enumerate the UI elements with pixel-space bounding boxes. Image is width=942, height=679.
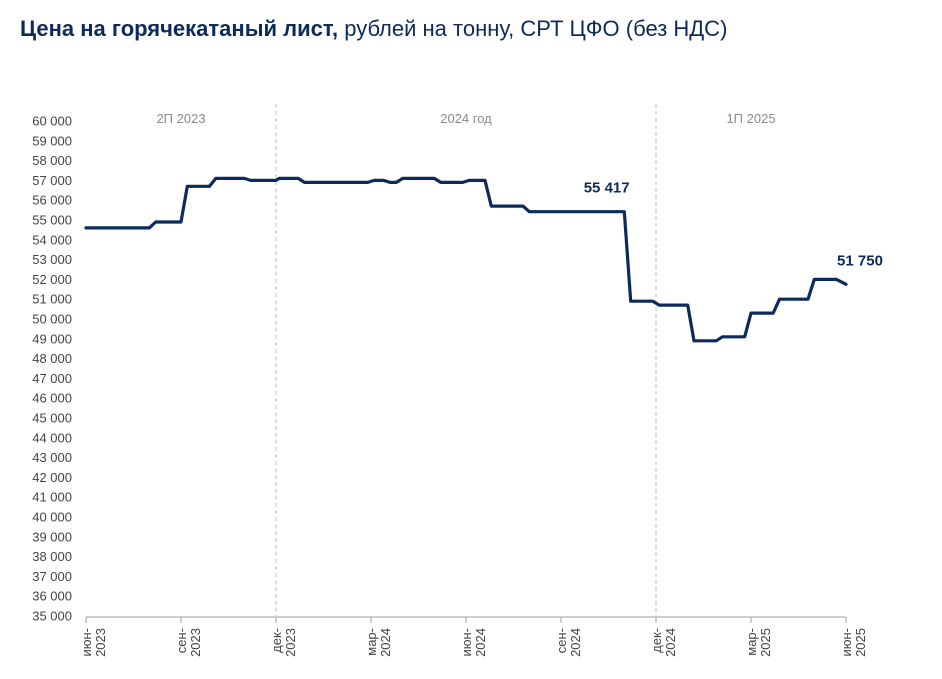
y-tick-label: 44 000 bbox=[32, 430, 72, 445]
y-tick-label: 54 000 bbox=[32, 232, 72, 247]
period-labels: 2П 2023 2024 год 1П 2025 bbox=[156, 111, 775, 126]
y-tick-label: 42 000 bbox=[32, 470, 72, 485]
x-tick-label: дек-2023 bbox=[269, 628, 298, 657]
y-tick-label: 51 000 bbox=[32, 292, 72, 307]
y-tick-label: 37 000 bbox=[32, 569, 72, 584]
data-label: 51 750 bbox=[837, 252, 883, 269]
x-tick-label: июн-2024 bbox=[459, 628, 488, 657]
x-tick-label: сен-2024 bbox=[554, 628, 583, 657]
chart-title-bold: Цена на горячекатаный лист, bbox=[20, 16, 339, 41]
y-tick-label: 35 000 bbox=[32, 609, 72, 624]
y-tick-label: 58 000 bbox=[32, 153, 72, 168]
y-tick-label: 48 000 bbox=[32, 351, 72, 366]
y-tick-label: 60 000 bbox=[32, 114, 72, 129]
y-tick-label: 43 000 bbox=[32, 450, 72, 465]
y-tick-label: 52 000 bbox=[32, 272, 72, 287]
x-tick-label: июн-2025 bbox=[839, 628, 868, 657]
y-tick-label: 59 000 bbox=[32, 133, 72, 148]
x-tick-label: мар-2024 bbox=[364, 628, 393, 657]
y-tick-label: 57 000 bbox=[32, 173, 72, 188]
series-layer bbox=[84, 176, 848, 343]
y-tick-label: 41 000 bbox=[32, 490, 72, 505]
x-tick-label: июн-2023 bbox=[79, 628, 108, 657]
y-tick-label: 53 000 bbox=[32, 252, 72, 267]
y-tick-label: 55 000 bbox=[32, 213, 72, 228]
y-tick-label: 40 000 bbox=[32, 510, 72, 525]
period-label: 1П 2025 bbox=[726, 111, 775, 126]
period-dividers bbox=[275, 104, 657, 616]
y-tick-label: 38 000 bbox=[32, 549, 72, 564]
period-label: 2П 2023 bbox=[156, 111, 205, 126]
chart-title-rest: рублей на тонну, СРТ ЦФО (без НДС) bbox=[338, 16, 728, 41]
data-label: 55 417 bbox=[584, 180, 630, 197]
y-tick-label: 36 000 bbox=[32, 589, 72, 604]
x-axis: июн-2023 сен-2023 дек-2023 мар-2024 июн-2024… bbox=[79, 616, 868, 657]
chart-title: Цена на горячекатаный лист, рублей на то… bbox=[20, 16, 727, 42]
x-tick-label: мар-2025 bbox=[744, 628, 773, 657]
y-axis: 35 000 36 000 37 000 38 000 39 000 40 000 41 0… bbox=[32, 114, 72, 624]
y-tick-label: 49 000 bbox=[32, 331, 72, 346]
period-label: 2024 год bbox=[440, 111, 492, 126]
y-tick-label: 50 000 bbox=[32, 312, 72, 327]
x-tick-label: дек-2024 bbox=[649, 628, 678, 657]
y-tick-label: 56 000 bbox=[32, 193, 72, 208]
y-tick-label: 39 000 bbox=[32, 529, 72, 544]
y-tick-label: 47 000 bbox=[32, 371, 72, 386]
data-labels: 55 417 51 750 bbox=[584, 180, 883, 270]
x-tick-label: сен-2023 bbox=[174, 628, 203, 657]
series-line bbox=[84, 176, 848, 343]
y-tick-label: 45 000 bbox=[32, 411, 72, 426]
y-tick-label: 46 000 bbox=[32, 391, 72, 406]
